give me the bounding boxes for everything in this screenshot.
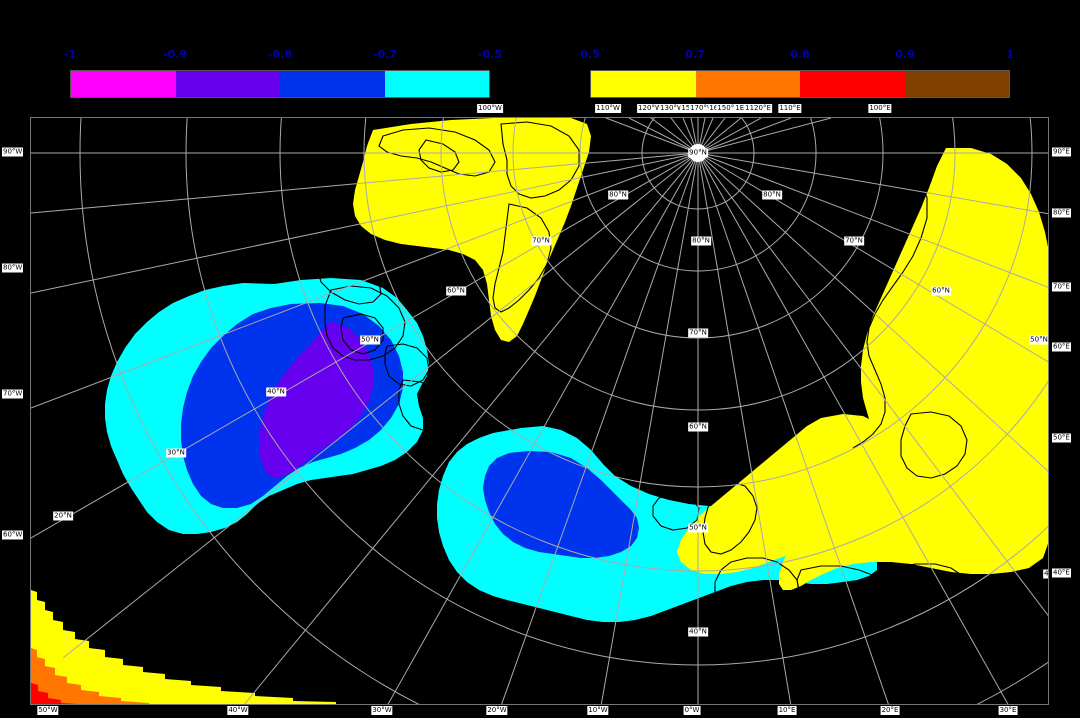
graticule-label-8: 60°N (688, 422, 708, 432)
axis-label-top-8: 1E0 (734, 104, 750, 113)
positive-colorbar-ticks: 0.5 0.7 0.8 0.9 1 (580, 48, 1014, 68)
contour-yellow-iceland (677, 414, 903, 574)
cbar-pos-tick-3: 0.9 (895, 48, 915, 61)
axis-label-left-0: 90°W (2, 147, 24, 157)
axis-label-bottom-5: 0°W (683, 706, 701, 715)
axis-label-right-4: 50°E (1052, 433, 1071, 443)
negative-colorbar-bar (70, 70, 490, 98)
graticule-label-17: 20°N (53, 511, 73, 521)
graticule-label-0: 90°N (688, 148, 708, 158)
cbar-neg-tick-0: -1 (63, 48, 77, 61)
axis-label-top-5: 170°W (689, 104, 715, 113)
cbar-pos-tick-4: 1 (1006, 48, 1014, 61)
cbar-pos-tick-0: 0.5 (580, 48, 600, 61)
graticule-label-3: 80°N (762, 190, 782, 200)
axis-label-bottom-0: 50°W (37, 706, 59, 715)
negative-colorbar-ticks: -1 -0.9 -0.8 -0.7 -0.5 (64, 48, 502, 68)
contour-blue-east (483, 451, 639, 558)
graticule-label-4: 70°N (531, 236, 551, 246)
cbar-pos-seg-brown (904, 71, 1009, 97)
cbar-pos-seg-yellow (591, 71, 696, 97)
graticule-label-7: 60°N (446, 286, 466, 296)
axis-label-bottom-8: 30°E (998, 706, 1018, 715)
contour-red-sw (31, 683, 78, 704)
cbar-neg-seg-cyan (384, 71, 489, 97)
axis-label-left-3: 60°W (2, 530, 24, 540)
graticule-label-2: 80°N (691, 236, 711, 246)
positive-correlation-colorbar: 0.5 0.7 0.8 0.9 1 (580, 48, 1014, 108)
cbar-pos-tick-1: 0.7 (685, 48, 705, 61)
graticule-label-14: 40°N (688, 627, 708, 637)
north-atlantic-negative-anomaly (105, 278, 429, 534)
graticule-label-5: 70°N (688, 328, 708, 338)
contour-yellow-sw (31, 590, 336, 704)
cbar-pos-tick-2: 0.8 (790, 48, 810, 61)
axis-label-right-3: 60°E (1052, 342, 1071, 352)
cbar-neg-tick-3: -0.7 (372, 48, 398, 61)
contour-orange-sw (31, 648, 149, 704)
cbar-neg-tick-4: -0.5 (477, 48, 503, 61)
graticule-label-11: 50°N (688, 523, 708, 533)
cbar-pos-seg-red (800, 71, 905, 97)
graticule-label-13: 40°N (266, 387, 286, 397)
axis-label-top-2: 120°W (637, 104, 663, 113)
coastlines (316, 121, 968, 621)
axis-label-bottom-6: 10°E (777, 706, 797, 715)
cbar-neg-seg-magenta (71, 71, 176, 97)
axis-label-top-4: 150 (680, 104, 696, 113)
cbar-neg-tick-2: -0.8 (267, 48, 293, 61)
europe-negative-anomaly (437, 426, 877, 622)
axis-label-bottom-3: 20°W (486, 706, 508, 715)
axis-label-right-0: 90°E (1052, 147, 1071, 157)
graticule-label-16: 30°N (166, 448, 186, 458)
axis-label-top-10: 110°E (778, 104, 802, 113)
graticule-label-9: 60°N (931, 286, 951, 296)
axis-label-right-1: 80°E (1052, 208, 1071, 218)
graticule-label-15: 40°N (1043, 569, 1048, 579)
axis-label-top-3: 130°W (659, 104, 685, 113)
axis-label-top-1: 110°W (595, 104, 621, 113)
contour-purple-west (259, 321, 373, 478)
graticule-label-10: 50°N (360, 335, 380, 345)
axis-label-top-7: 150°E (716, 104, 740, 113)
map-plot-area: 90°N 80°N 80°N 80°N 70°N 70°N 70°N 60°N 60°N 60°N… (30, 117, 1049, 705)
axis-label-left-1: 80°W (2, 263, 24, 273)
axis-label-top-0: 100°W (477, 104, 503, 113)
axis-label-bottom-1: 40°W (227, 706, 249, 715)
graticule-label-12: 50°N (1029, 335, 1048, 345)
map-canvas (31, 118, 1048, 704)
graticule (31, 118, 1048, 704)
axis-label-right-5: 40°E (1052, 568, 1071, 578)
axis-label-bottom-4: 10°W (587, 706, 609, 715)
axis-label-top-6: 160 (708, 104, 724, 113)
axis-label-top-11: 100°E (868, 104, 892, 113)
graticule-label-1: 80°N (608, 190, 628, 200)
axis-label-bottom-2: 30°W (371, 706, 393, 715)
cbar-pos-seg-orange (695, 71, 800, 97)
axis-label-top-9: 1120°E (744, 104, 772, 113)
meridians (31, 118, 1048, 704)
axis-label-right-2: 70°E (1052, 282, 1071, 292)
negative-correlation-colorbar: -1 -0.9 -0.8 -0.7 -0.5 (64, 48, 502, 108)
southwest-positive-anomaly (31, 590, 336, 704)
axis-label-left-2: 70°W (2, 389, 24, 399)
cbar-neg-tick-1: -0.9 (162, 48, 188, 61)
graticule-label-6: 70°N (844, 236, 864, 246)
cbar-neg-seg-purple (175, 71, 280, 97)
cbar-neg-seg-blue (280, 71, 385, 97)
positive-colorbar-bar (590, 70, 1010, 98)
axis-label-bottom-7: 20°E (880, 706, 900, 715)
